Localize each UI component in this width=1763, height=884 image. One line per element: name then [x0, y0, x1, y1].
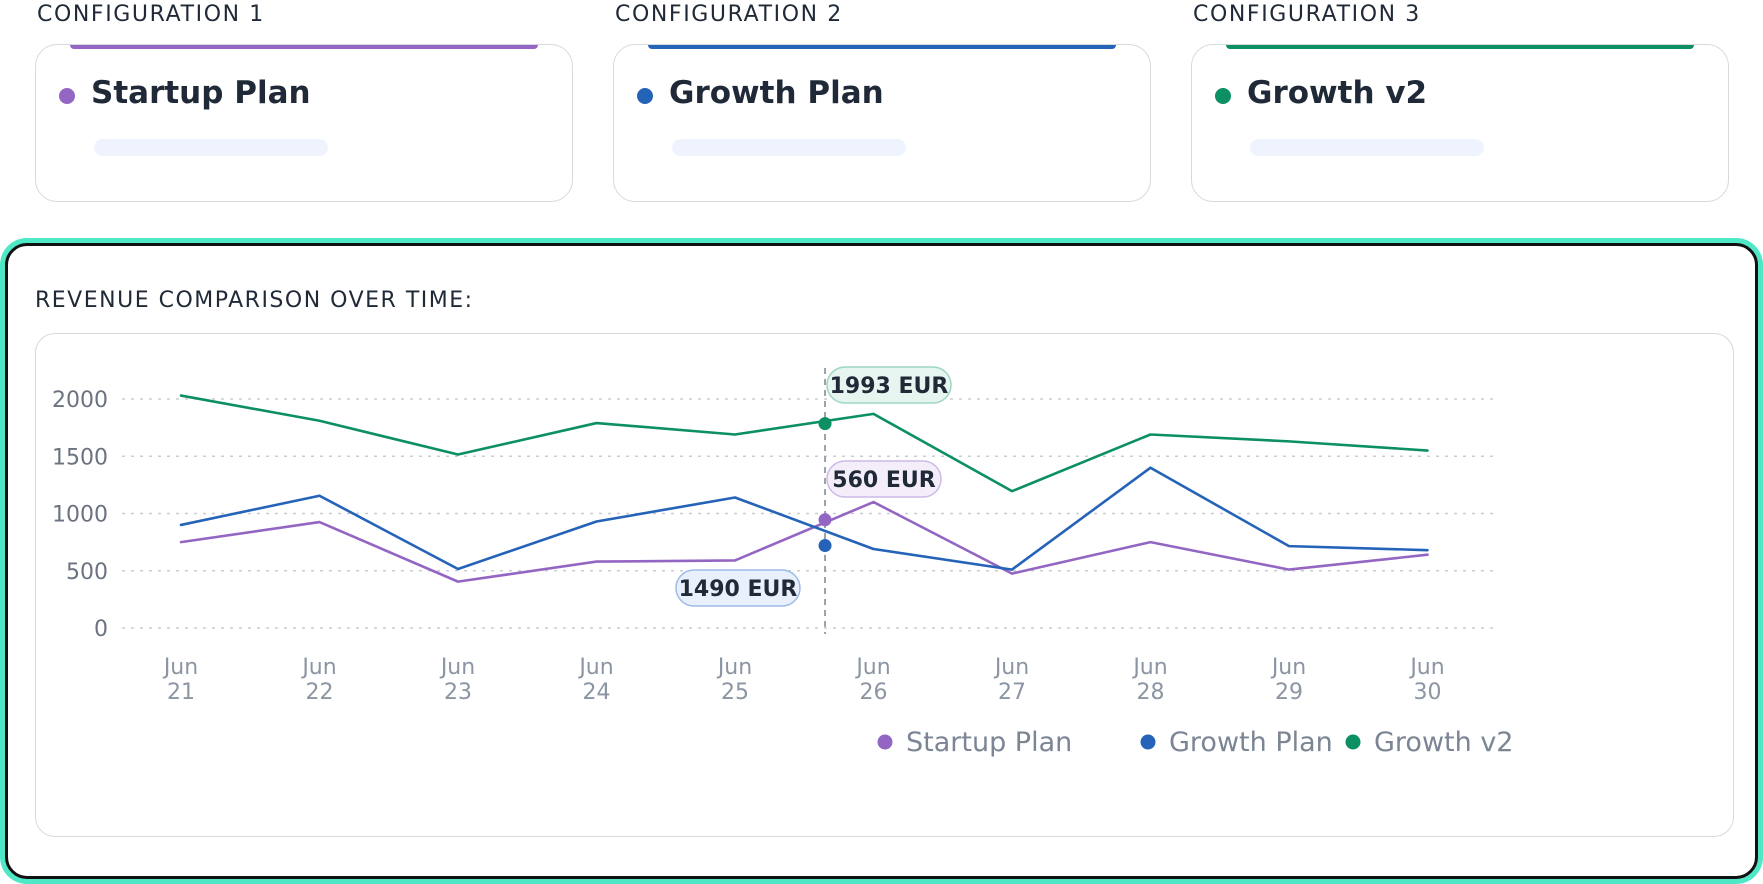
y-tick-label: 500	[66, 560, 108, 585]
plan-color-dot	[59, 88, 75, 104]
configuration-heading: CONFIGURATION 2	[615, 2, 843, 27]
x-tick-label-line: Jun	[716, 655, 752, 680]
hover-point-marker	[818, 539, 832, 553]
tooltip-background	[826, 366, 952, 404]
x-tick-label-line: 23	[444, 680, 472, 705]
x-tick-label-line: Jun	[300, 655, 336, 680]
tooltip-value: 1490 EUR	[679, 577, 798, 602]
y-tick-label: 1000	[52, 503, 108, 528]
x-tick-label-line: Jun	[854, 655, 890, 680]
x-tick-label-line: Jun	[577, 655, 613, 680]
configuration-card-growth-v2[interactable]: Growth v2	[1191, 44, 1729, 202]
legend-swatch	[877, 734, 893, 750]
x-tick-label-line: Jun	[1131, 655, 1167, 680]
legend-item-startup-plan: Startup Plan	[877, 727, 1072, 758]
x-tick-label-line: Jun	[162, 655, 198, 680]
hover-tooltip: 1993 EUR	[826, 366, 952, 404]
loading-placeholder-bar	[672, 139, 906, 156]
hover-tooltip: 560 EUR	[826, 460, 942, 498]
series-line-startup-plan	[179, 500, 1429, 583]
tooltip-background	[826, 460, 942, 498]
configuration-card-startup-plan[interactable]: Startup Plan	[35, 44, 573, 202]
x-tick-label: Jun 24	[577, 655, 613, 705]
legend-item-growth-plan: Growth Plan	[1140, 727, 1333, 758]
x-tick-label-line: 25	[721, 680, 749, 705]
x-tick-label-line: 28	[1137, 680, 1165, 705]
x-tick-label-line: Jun	[1270, 655, 1306, 680]
legend-label: Growth v2	[1374, 727, 1513, 758]
hover-point-marker	[818, 513, 832, 527]
card-accent-bar	[70, 45, 538, 49]
legend-swatch	[1140, 734, 1156, 750]
revenue-comparison-title: REVENUE COMPARISON OVER TIME:	[35, 288, 474, 313]
revenue-comparison-panel: REVENUE COMPARISON OVER TIME: 0 500 1000 15…	[5, 243, 1758, 879]
legend-swatch	[1345, 734, 1361, 750]
x-tick-label: Jun 28	[1131, 655, 1167, 705]
x-tick-label-line: 27	[998, 680, 1026, 705]
legend-label: Growth Plan	[1169, 727, 1333, 758]
tooltip-value: 1993 EUR	[830, 374, 949, 399]
revenue-chart-container[interactable]: 0 500 1000 1500 2000 Jun 21 Jun 22 Jun 23 Jun 24 Jun 2…	[35, 333, 1734, 837]
y-tick-label: 0	[94, 617, 108, 642]
x-tick-label-line: Jun	[439, 655, 475, 680]
hover-tooltip: 1490 EUR	[675, 569, 801, 607]
y-tick-label: 2000	[52, 388, 108, 413]
tooltip-background	[675, 569, 801, 607]
plan-color-dot	[1215, 88, 1231, 104]
y-tick-label: 1500	[52, 445, 108, 470]
x-tick-label: Jun 21	[162, 655, 198, 705]
plan-color-dot	[637, 88, 653, 104]
series-line-growth-v2	[179, 394, 1429, 493]
x-tick-label: Jun 30	[1408, 655, 1444, 705]
plan-name: Growth v2	[1247, 75, 1428, 111]
x-tick-label: Jun 23	[439, 655, 475, 705]
hover-point-marker	[818, 417, 832, 431]
x-tick-label: Jun 26	[854, 655, 890, 705]
loading-placeholder-bar	[1250, 139, 1484, 156]
x-tick-label: Jun 27	[993, 655, 1029, 705]
x-tick-label-line: Jun	[1408, 655, 1444, 680]
tooltip-value: 560 EUR	[832, 468, 935, 493]
legend-item-growth-v2: Growth v2	[1345, 727, 1513, 758]
configuration-heading: CONFIGURATION 1	[37, 2, 265, 27]
x-tick-label-line: 22	[306, 680, 334, 705]
legend-label: Startup Plan	[906, 727, 1072, 758]
card-accent-bar	[1226, 45, 1694, 49]
x-tick-label-line: Jun	[993, 655, 1029, 680]
x-tick-label: Jun 25	[716, 655, 752, 705]
x-tick-label: Jun 29	[1270, 655, 1306, 705]
x-tick-label: Jun 22	[300, 655, 336, 705]
configuration-heading: CONFIGURATION 3	[1193, 2, 1421, 27]
loading-placeholder-bar	[94, 139, 328, 156]
x-tick-label-line: 26	[860, 680, 888, 705]
x-tick-label-line: 29	[1275, 680, 1303, 705]
card-accent-bar	[648, 45, 1116, 49]
configuration-card-growth-plan[interactable]: Growth Plan	[613, 44, 1151, 202]
plan-name: Growth Plan	[669, 75, 884, 111]
plan-name: Startup Plan	[91, 75, 311, 111]
series-line-growth-plan	[179, 466, 1429, 571]
x-tick-label-line: 30	[1414, 680, 1442, 705]
x-tick-label-line: 21	[167, 680, 195, 705]
x-tick-label-line: 24	[583, 680, 611, 705]
